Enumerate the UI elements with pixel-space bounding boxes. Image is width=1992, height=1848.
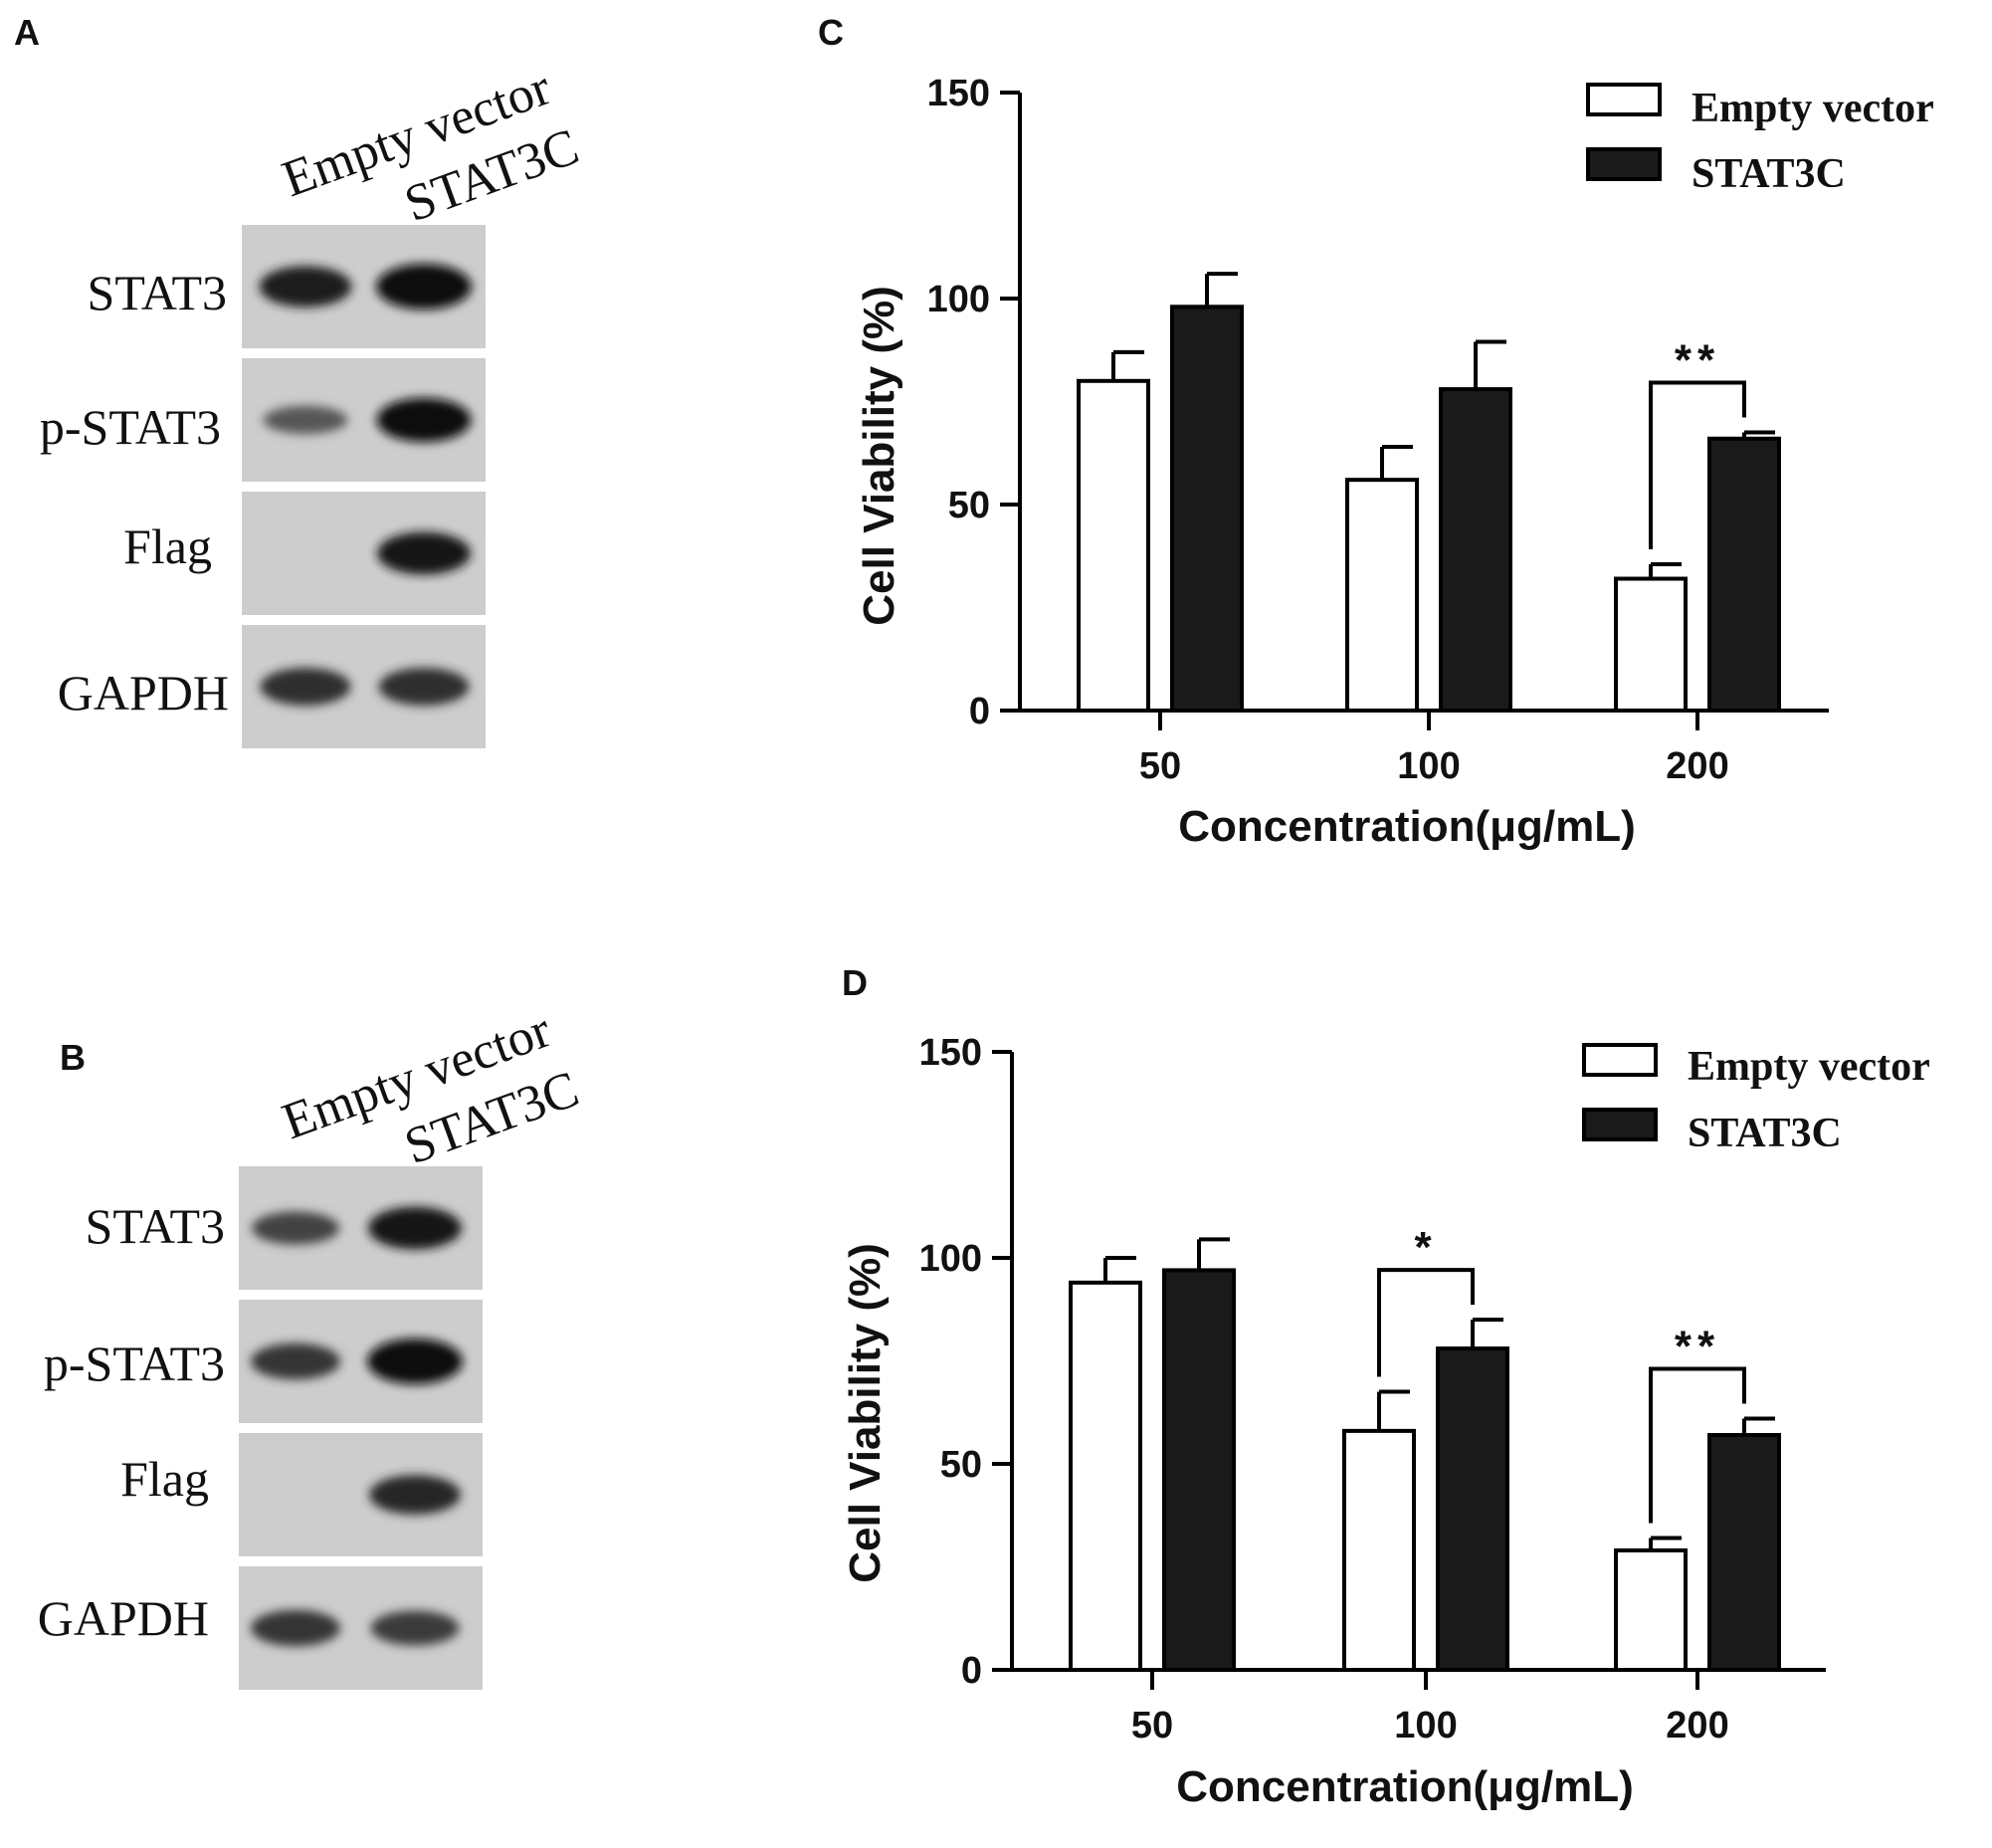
significance-bracket-200 <box>1649 380 1746 550</box>
significance-label-100: * <box>1414 1223 1437 1272</box>
y-tick-label-0: 0 <box>961 1650 982 1692</box>
panel-b-letter: B <box>60 1037 86 1078</box>
bar-stat3c-100 <box>1439 387 1512 713</box>
y-tick-label-50: 50 <box>940 1444 982 1486</box>
blot-label-gapdh: GAPDH <box>38 1590 209 1646</box>
bar-empty-vector-100 <box>1345 478 1419 713</box>
significance-label-200: ** <box>1675 336 1720 385</box>
panel-a-letter: A <box>14 12 40 53</box>
blot-strips-b <box>239 1166 483 1690</box>
band-p-stat3-lane-2 <box>376 397 472 443</box>
panel-c-letter: C <box>818 12 844 53</box>
legend-swatch-stat3c <box>1582 1108 1658 1141</box>
blot-label-stat3: STAT3 <box>86 1198 225 1254</box>
blot-strips-a <box>242 225 486 748</box>
x-tick-label-50: 50 <box>1131 1705 1173 1746</box>
legend-swatch-stat3c <box>1586 147 1662 181</box>
band-gapdh-lane-2 <box>370 1610 460 1646</box>
legend-label-stat3c: STAT3C <box>1688 1111 1842 1156</box>
bar-empty-vector-200 <box>1614 576 1688 714</box>
y-tick-label-50: 50 <box>948 485 990 526</box>
bar-stat3c-200 <box>1707 1433 1781 1673</box>
y-tick-label-150: 150 <box>927 73 990 114</box>
band-p-stat3-lane-1 <box>251 1342 340 1380</box>
bar-chart-panel-d: Cell Viability (%) Concentration(μg/mL) … <box>841 1032 1930 1811</box>
blot-label-p-stat3: p-STAT3 <box>40 399 221 455</box>
band-stat3-lane-1 <box>252 1211 339 1245</box>
blot-label-p-stat3: p-STAT3 <box>44 1335 225 1391</box>
band-p-stat3-lane-2 <box>367 1338 463 1384</box>
bar-stat3c-100 <box>1436 1346 1509 1672</box>
bar-chart-panel-c: Cell Viability (%) Concentration(μg/mL) … <box>855 73 1934 851</box>
band-gapdh-lane-2 <box>378 668 470 706</box>
legend-swatch-empty-vector <box>1586 83 1662 116</box>
x-tick-label-200: 200 <box>1666 1705 1728 1746</box>
legend-label-empty-vector: Empty vector <box>1688 1044 1930 1090</box>
bar-empty-vector-50 <box>1069 1280 1142 1672</box>
legend-label-stat3c: STAT3C <box>1692 151 1846 197</box>
legend-label-empty-vector: Empty vector <box>1692 86 1934 131</box>
legend-swatch-empty-vector <box>1582 1043 1658 1077</box>
x-tick-label-200: 200 <box>1666 745 1728 787</box>
x-axis-title: Concentration(μg/mL) <box>1176 1762 1634 1811</box>
significance-label-200: ** <box>1675 1322 1720 1370</box>
x-tick-label-100: 100 <box>1394 1705 1457 1746</box>
band-flag-lane-2 <box>377 531 471 575</box>
bar-stat3c-200 <box>1707 436 1781 713</box>
band-p-stat3-lane-1 <box>263 405 348 435</box>
band-stat3-lane-2 <box>368 1206 462 1250</box>
plot-area: 0 50 100 150 50 100 200 ** <box>927 73 1829 787</box>
band-stat3-lane-2 <box>376 264 472 309</box>
band-gapdh-lane-1 <box>260 668 351 706</box>
y-axis-title: Cell Viability (%) <box>855 286 903 626</box>
western-blot-panel-a: Empty vector STAT3C STAT3 p-STAT3 Flag G… <box>40 59 586 748</box>
band-stat3-lane-1 <box>259 266 352 308</box>
blot-label-stat3: STAT3 <box>88 265 227 320</box>
bar-stat3c-50 <box>1162 1268 1236 1673</box>
panel-d-letter: D <box>842 962 868 1003</box>
y-tick-label-100: 100 <box>927 279 990 320</box>
x-axis-title: Concentration(μg/mL) <box>1178 802 1636 851</box>
blot-label-flag: Flag <box>120 1451 209 1507</box>
blot-label-flag: Flag <box>123 518 212 574</box>
x-tick-label-100: 100 <box>1397 745 1460 787</box>
significance-bracket-200 <box>1649 1366 1746 1524</box>
bar-empty-vector-200 <box>1614 1547 1688 1672</box>
y-tick-label-100: 100 <box>919 1238 982 1280</box>
bar-empty-vector-50 <box>1077 378 1150 713</box>
bar-stat3c-50 <box>1170 305 1244 713</box>
blot-label-gapdh: GAPDH <box>58 665 229 720</box>
y-axis-title: Cell Viability (%) <box>841 1243 890 1583</box>
significance-bracket-100 <box>1377 1268 1475 1377</box>
band-gapdh-lane-1 <box>251 1609 340 1647</box>
y-tick-label-150: 150 <box>919 1032 982 1074</box>
y-tick-label-0: 0 <box>969 691 990 732</box>
western-blot-panel-b: Empty vector STAT3C STAT3 p-STAT3 Flag G… <box>38 1001 586 1690</box>
bar-empty-vector-100 <box>1342 1428 1416 1672</box>
x-tick-label-50: 50 <box>1139 745 1181 787</box>
band-flag-lane-2 <box>369 1475 461 1515</box>
